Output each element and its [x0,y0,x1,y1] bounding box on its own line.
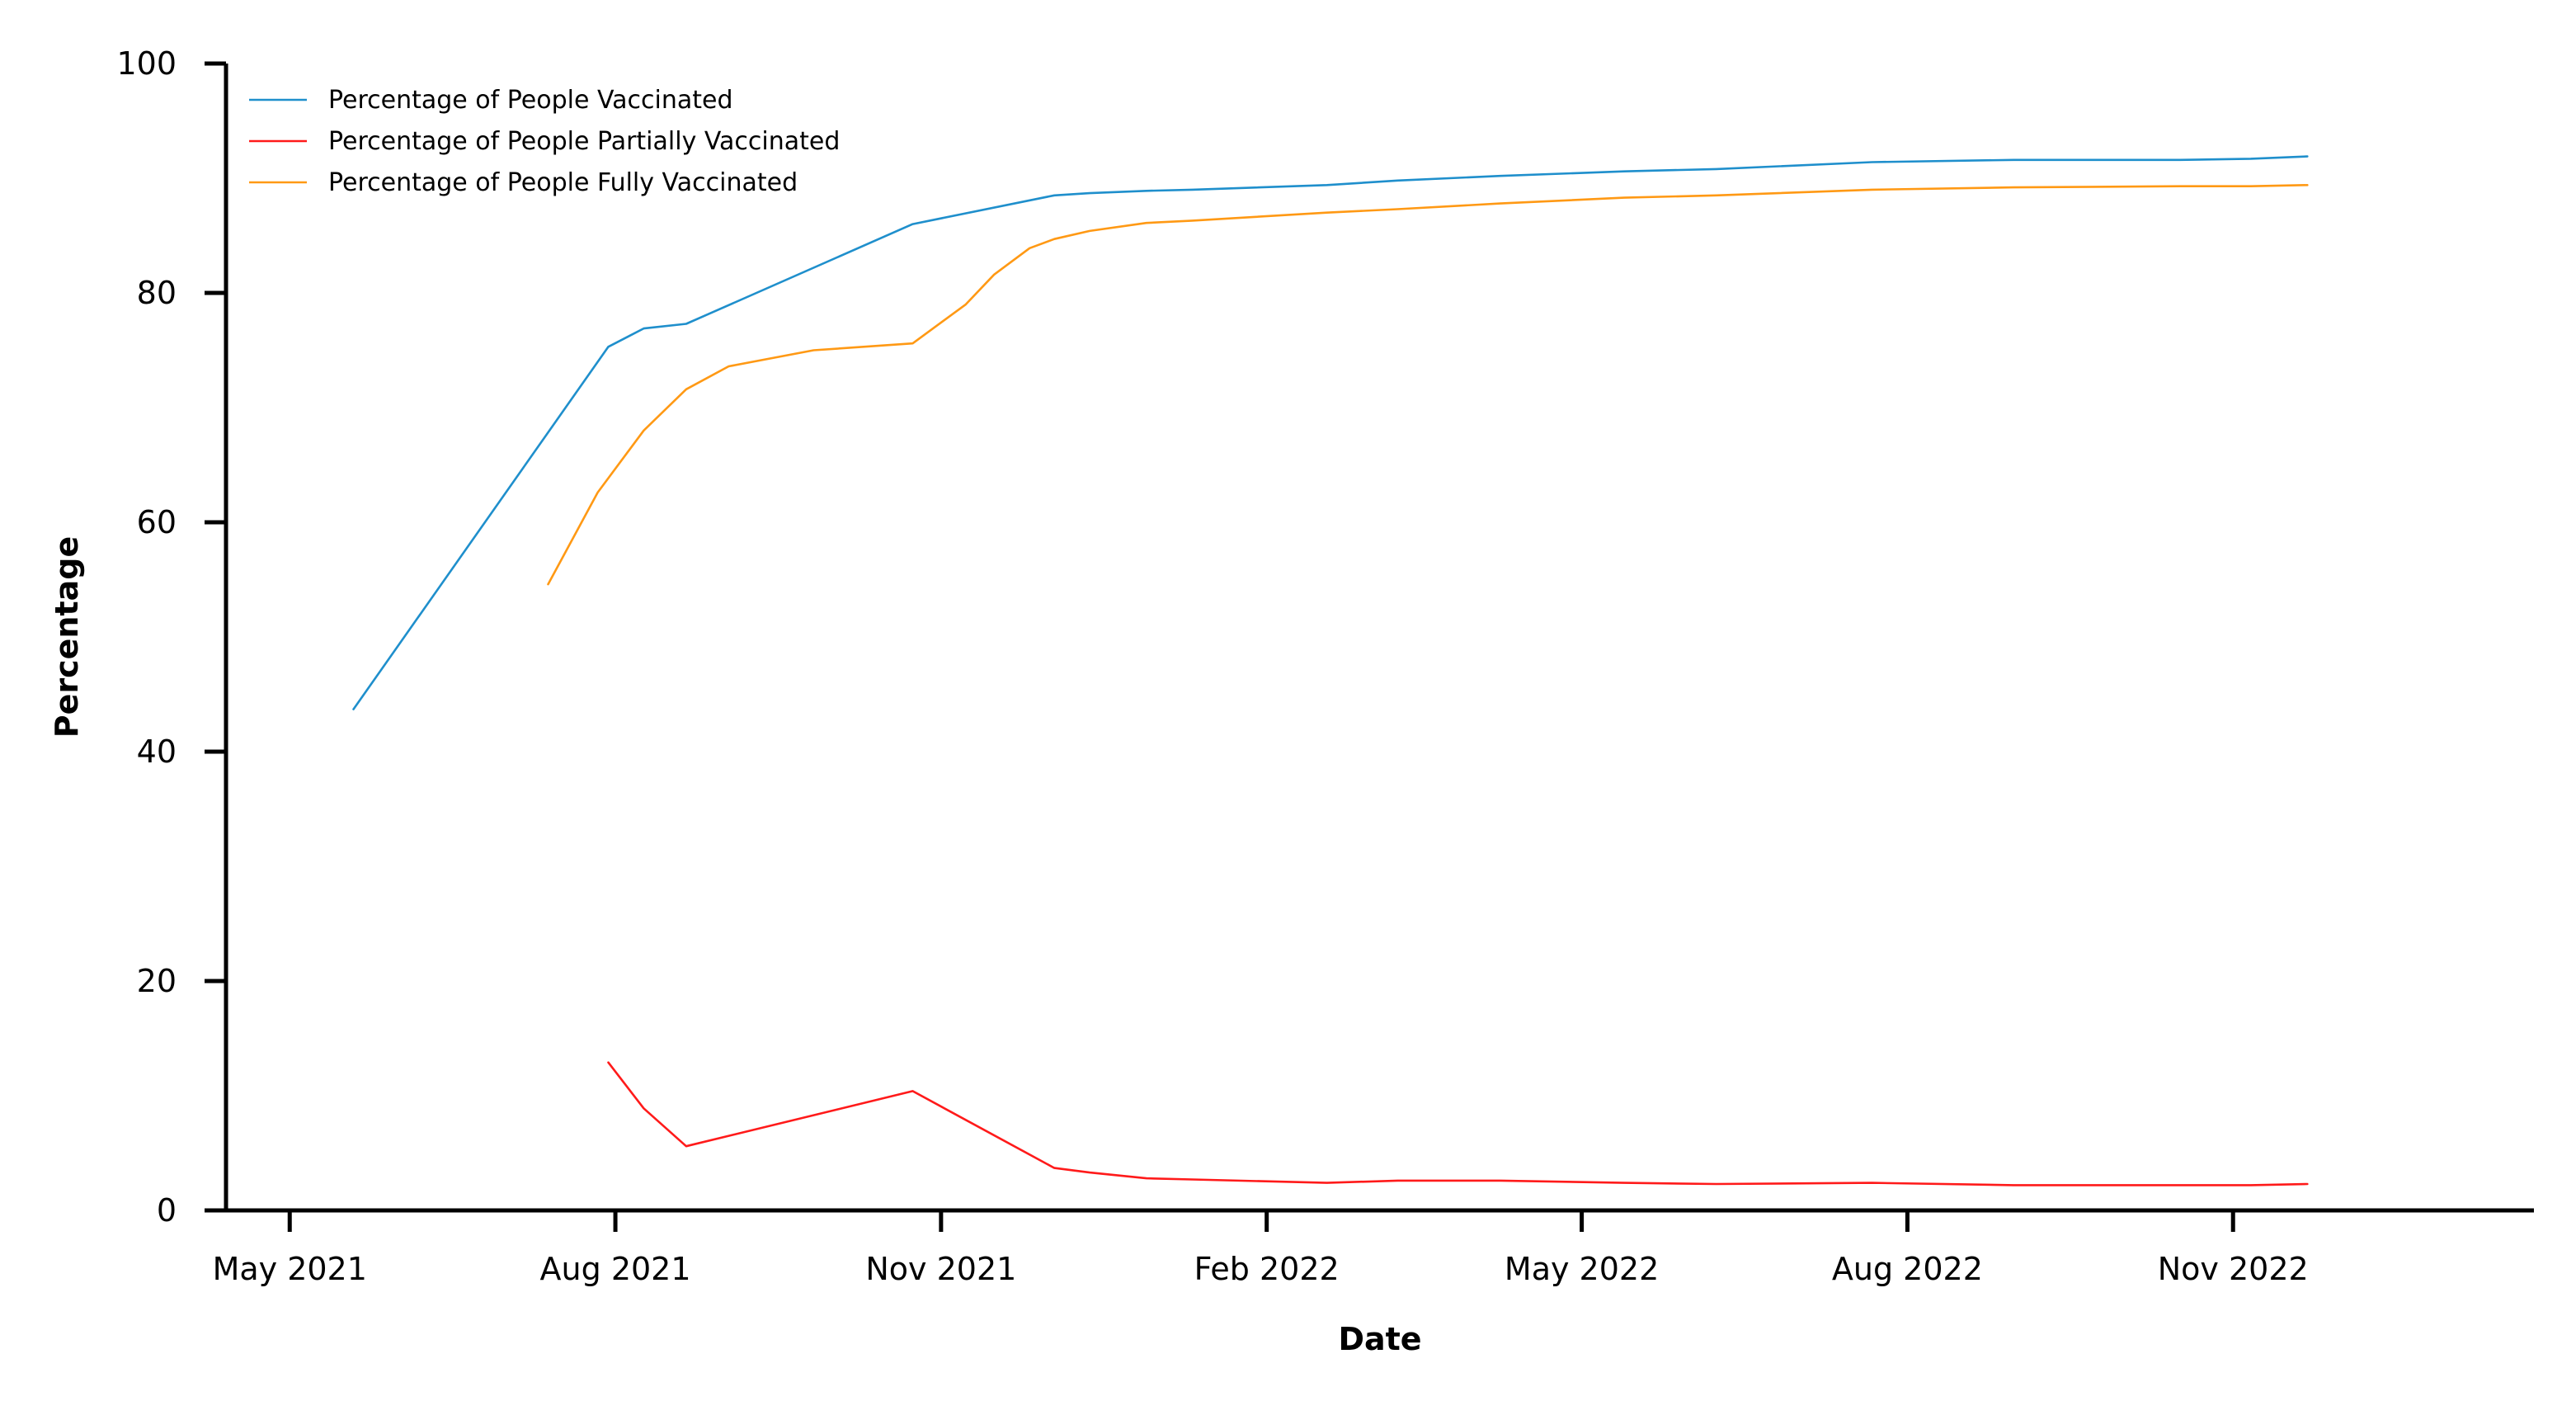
axes-layer [224,64,2534,1213]
y-tick-label: 60 [137,504,177,540]
legend-label: Percentage of People Fully Vaccinated [328,168,798,197]
x-tick-label: Aug 2022 [1832,1251,1983,1287]
x-tick-label: May 2022 [1505,1251,1659,1287]
x-ticks: May 2021 Aug 2021 Nov 2021 Feb 2022 May 2022… [213,1210,2309,1287]
y-tick-label: 40 [137,734,177,770]
x-tick-label: Feb 2022 [1194,1251,1340,1287]
series-line-2 [607,1061,2309,1186]
legend: Percentage of People Vaccinated Percentag… [249,86,840,197]
series-line-3 [547,184,2309,586]
y-tick-label: 100 [116,45,177,82]
legend-label: Percentage of People Partially Vaccinate… [328,127,840,156]
x-tick-label: Nov 2021 [865,1251,1016,1287]
x-axis-title: Date [1338,1321,1421,1357]
y-tick-label: 0 [157,1192,177,1229]
legend-label: Percentage of People Vaccinated [328,86,733,115]
y-tick-label: 20 [137,963,177,999]
x-tick-label: Nov 2022 [2158,1251,2309,1287]
x-tick-label: May 2021 [213,1251,367,1287]
series-line-1 [352,155,2309,710]
y-ticks: 0 20 40 60 80 100 [116,45,226,1229]
y-axis-title: Percentage [49,536,85,738]
series-layer [352,155,2309,1186]
x-tick-label: Aug 2021 [540,1251,691,1287]
y-tick-label: 80 [137,275,177,311]
